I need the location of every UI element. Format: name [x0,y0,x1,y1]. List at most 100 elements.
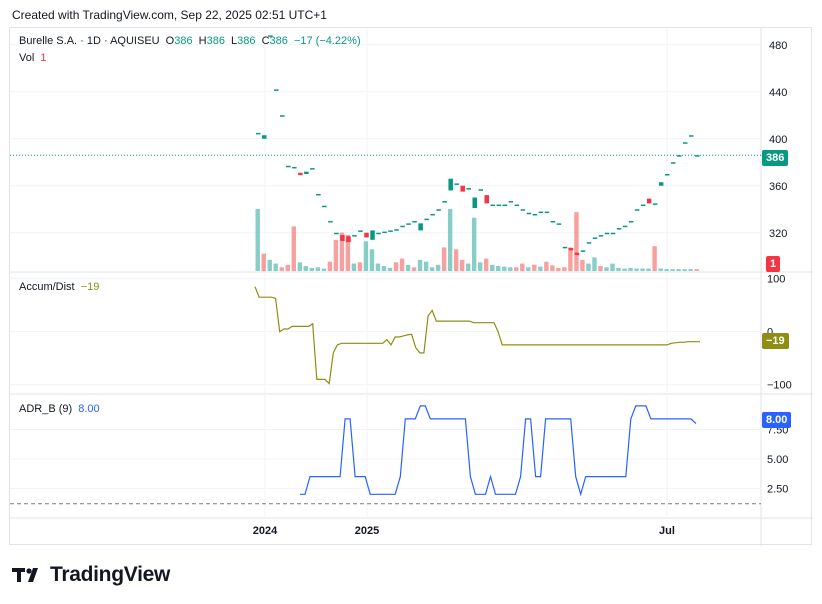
volume-bar [405,264,411,271]
volume-bar [508,267,513,271]
candle [496,204,502,207]
candle [652,203,658,205]
volume-bar [315,267,321,271]
adr-label: ADR_B (9) [19,403,73,415]
volume-bar [592,257,597,271]
candle [604,232,610,235]
low-value: 386 [237,35,256,47]
accum-value: −19 [80,281,100,293]
candle [532,213,538,216]
volume-bar [622,268,627,271]
price-tick-label: 320 [769,228,787,240]
volume-bar [429,267,435,271]
volume-bar [393,262,399,271]
candle [478,189,484,191]
candle [538,211,544,214]
candle [256,132,261,135]
volume-bar [435,264,441,271]
candle [442,201,447,203]
volume-bar [628,267,633,271]
volume-bar [538,266,543,271]
volume-bar [658,268,663,271]
close-value: 386 [269,35,288,47]
accum-legend: Accum/Dist −19 [19,281,102,293]
chart-canvas[interactable]: 4804404003603201000−1007.505.002.5020242… [10,28,813,546]
candle [328,221,333,223]
change-value: −17 (−4.22%) [293,35,361,47]
accum-tick-label: 0 [767,327,773,339]
high-value: 386 [206,35,225,47]
candle [274,89,279,91]
candle [346,236,351,243]
candle [292,166,297,169]
volume-bar [694,269,699,271]
candle [568,248,574,251]
chart-frame[interactable]: 4804404003603201000−1007.505.002.5020242… [9,27,813,546]
volume-bar [321,268,327,271]
volume-bar [514,267,519,271]
volume-bar [526,267,531,271]
candle [508,201,514,203]
candle [412,221,417,223]
candle [676,155,682,157]
adr-legend: ADR_B (9) 8.00 [19,403,103,415]
close-label: C [261,35,270,47]
volume-bar [279,267,284,271]
adr-value: 8.00 [78,403,100,415]
candle [316,193,321,196]
candle [358,230,363,232]
tradingview-logo-icon [12,568,38,582]
volume-bar [267,259,272,271]
volume-bar [309,267,315,271]
candle [280,115,285,117]
volume-bar [604,267,609,271]
accum-label: Accum/Dist [19,281,75,293]
volume-bar [688,269,693,271]
price-badge: 386 [762,150,789,166]
candle [454,183,459,185]
brand-name: TradingView [50,563,171,586]
candle [466,188,471,190]
volume-bar [664,269,669,271]
candle [694,155,700,157]
candle [514,204,520,207]
candle [430,213,435,216]
volume-bar [261,253,266,271]
volume-bar [369,249,375,271]
volume-bar [490,264,495,271]
header-note: Created with TradingView.com, Sep 22, 20… [12,8,327,22]
main-legend: Burelle S.A. · 1D · AQUISEU O386 H386 L3… [19,35,364,47]
price-tick-label: 400 [769,134,787,146]
candle [406,223,411,225]
volume-bar [381,266,387,271]
candle [322,205,327,208]
candle [526,212,532,215]
volume-bar [471,217,477,271]
candle [484,195,490,204]
volume-bar [285,264,290,271]
volume-bar [580,259,585,271]
price-tick-label: 480 [769,40,787,52]
volume-bar [478,262,483,271]
candle [334,232,339,235]
volume-bar [634,268,639,271]
candle [664,174,670,176]
accum-dist-line [254,286,700,385]
candle [640,204,646,207]
volume-bar [550,265,555,271]
accum-tick-label: 100 [767,274,785,286]
volume-bar [363,241,369,271]
candle [376,232,381,235]
candle [586,242,592,244]
volume-bar [411,267,417,271]
volume-bar [586,263,591,271]
volume-bar [291,226,296,271]
candle [262,135,267,139]
time-tick-label: Jul [659,525,675,537]
volume-bar [459,259,465,271]
volume-bar [465,263,471,271]
candle [634,209,640,211]
volume-legend: Vol 1 [19,52,49,64]
candle [340,235,345,241]
volume-bar [417,259,423,271]
